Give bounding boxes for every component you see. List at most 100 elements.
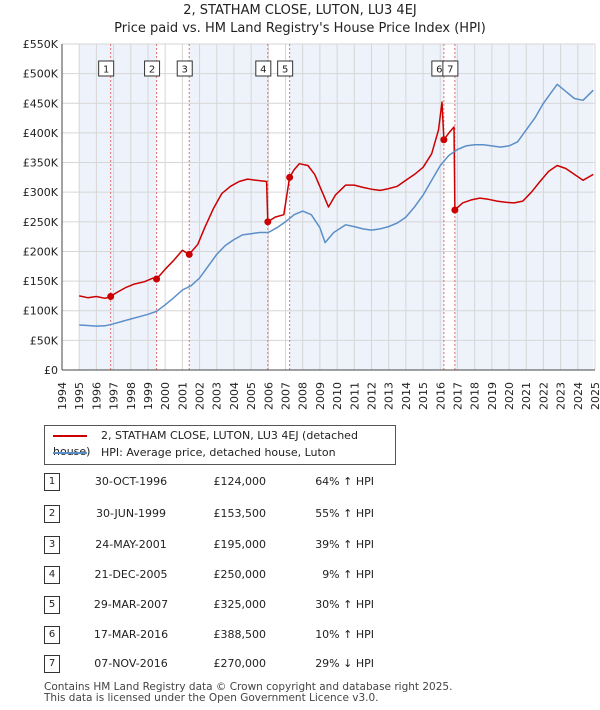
future-region	[593, 44, 595, 370]
x-tick-label: 2009	[314, 382, 327, 410]
x-tick-label: 2025	[589, 382, 600, 410]
sale-number-badge: 3	[44, 536, 60, 554]
y-tick-label: £500K	[23, 68, 59, 81]
sale-price: £250,000	[213, 568, 267, 581]
x-tick-label: 2001	[176, 382, 189, 410]
sale-hpi-change: 10% ↑ HPI	[315, 628, 374, 641]
sale-period-band	[156, 44, 190, 370]
x-tick-label: 1996	[90, 382, 103, 410]
sale-label-frame	[144, 60, 161, 77]
sale-label-box: 5	[277, 60, 294, 77]
x-tick-label: 2010	[331, 382, 344, 410]
attribution-footer: Contains HM Land Registry data © Crown c…	[44, 682, 452, 704]
sale-label-box: 4	[255, 60, 272, 77]
sale-label-text: 1	[103, 65, 109, 76]
no-data-region	[62, 44, 80, 370]
sale-point	[451, 206, 459, 214]
sale-label-frame	[176, 60, 193, 77]
legend-swatch-hpi	[53, 452, 87, 454]
sale-row: 4 21-DEC-2005 £250,000 9% ↑ HPI	[0, 565, 600, 585]
x-tick-label: 2013	[383, 382, 396, 410]
sale-point	[264, 218, 272, 226]
y-tick-label: £300K	[23, 186, 59, 199]
x-tick-label: 2020	[503, 382, 516, 410]
x-tick-label: 2019	[486, 382, 499, 410]
hpi-line	[79, 83, 594, 327]
y-tick-label: £50K	[30, 334, 59, 347]
sale-hpi-change: 64% ↑ HPI	[315, 475, 374, 488]
x-tick-label: 2018	[469, 382, 482, 410]
x-tick-label: 2000	[159, 382, 172, 410]
x-tick-label: 2003	[211, 382, 224, 410]
sale-price: £153,500	[213, 507, 267, 520]
x-tick-label: 1999	[142, 382, 155, 410]
x-tick-label: 2015	[417, 382, 430, 410]
sale-price: £195,000	[213, 538, 267, 551]
sale-label-box: 7	[442, 60, 459, 77]
sale-date: 30-OCT-1996	[94, 475, 168, 488]
sale-label-frame	[255, 60, 272, 77]
x-tick-label: 2002	[194, 382, 207, 410]
footer-line-2: This data is licensed under the Open Gov…	[44, 692, 379, 704]
x-tick-label: 1997	[108, 382, 121, 410]
x-tick-label: 2012	[365, 382, 378, 410]
sale-number-badge: 5	[44, 596, 60, 614]
sale-point	[286, 173, 294, 181]
chart-title: 2, STATHAM CLOSE, LUTON, LU3 4EJ	[183, 3, 417, 18]
sale-hpi-change: 9% ↑ HPI	[322, 568, 374, 581]
series-layer	[79, 83, 594, 327]
x-tick-label: 2022	[537, 382, 550, 410]
sale-date: 21-DEC-2005	[94, 568, 168, 581]
legend-item-hpi: HPI: Average price, detached house, Luto…	[53, 445, 336, 461]
sale-number-badge: 1	[44, 473, 60, 491]
x-tick-label: 2005	[245, 382, 258, 410]
sale-label-text: 3	[182, 65, 188, 76]
legend-swatch-property	[53, 435, 87, 437]
sale-period-band	[443, 44, 455, 370]
sale-price: £124,000	[213, 475, 267, 488]
sale-label-text: 2	[149, 65, 155, 76]
x-tick-label: 2017	[451, 382, 464, 410]
x-tick-label: 2024	[572, 382, 585, 410]
sale-row: 3 24-MAY-2001 £195,000 39% ↑ HPI	[0, 535, 600, 555]
sale-label-frame	[442, 60, 459, 77]
sale-label-frame	[277, 60, 294, 77]
x-tick-label: 2004	[228, 382, 241, 410]
x-tick-label: 1994	[56, 382, 69, 410]
sale-date: 29-MAR-2007	[93, 598, 169, 611]
sale-label-box: 3	[176, 60, 193, 77]
sale-label-text: 6	[436, 65, 442, 76]
y-tick-label: £150K	[23, 275, 59, 288]
chart-title-block: 2, STATHAM CLOSE, LUTON, LU3 4EJ Price p…	[0, 2, 600, 38]
sale-point	[185, 250, 193, 258]
chart-legend: 2, STATHAM CLOSE, LUTON, LU3 4EJ (detach…	[44, 425, 396, 465]
legend-label-hpi: HPI: Average price, detached house, Luto…	[101, 446, 336, 459]
x-tick-label: 2014	[400, 382, 413, 410]
sale-label-box: 1	[98, 60, 115, 77]
sale-hpi-change: 30% ↑ HPI	[315, 598, 374, 611]
x-tick-label: 2021	[520, 382, 533, 410]
sale-period-band	[267, 44, 290, 370]
sale-price: £388,500	[213, 628, 267, 641]
x-tick-label: 1998	[125, 382, 138, 410]
y-tick-label: £400K	[23, 127, 59, 140]
sale-point	[440, 136, 448, 144]
sale-date: 17-MAR-2016	[93, 628, 169, 641]
sale-row: 1 30-OCT-1996 £124,000 64% ↑ HPI	[0, 472, 600, 492]
sale-price: £325,000	[213, 598, 267, 611]
y-tick-label: £550K	[23, 38, 59, 51]
grid-layer	[61, 43, 596, 371]
sale-label-text: 5	[282, 65, 288, 76]
y-tick-label: £350K	[23, 157, 59, 170]
property-price-line	[79, 101, 594, 300]
x-tick-label: 2011	[348, 382, 361, 410]
legend-label-property: 2, STATHAM CLOSE, LUTON, LU3 4EJ (detach…	[53, 429, 358, 458]
x-tick-label: 2016	[434, 382, 447, 410]
x-tick-label: 1995	[73, 382, 86, 410]
sale-date: 07-NOV-2016	[94, 657, 168, 670]
sale-hpi-change: 39% ↑ HPI	[315, 538, 374, 551]
x-tick-label: 2008	[297, 382, 310, 410]
sale-point	[153, 275, 161, 283]
y-tick-label: £250K	[23, 216, 59, 229]
